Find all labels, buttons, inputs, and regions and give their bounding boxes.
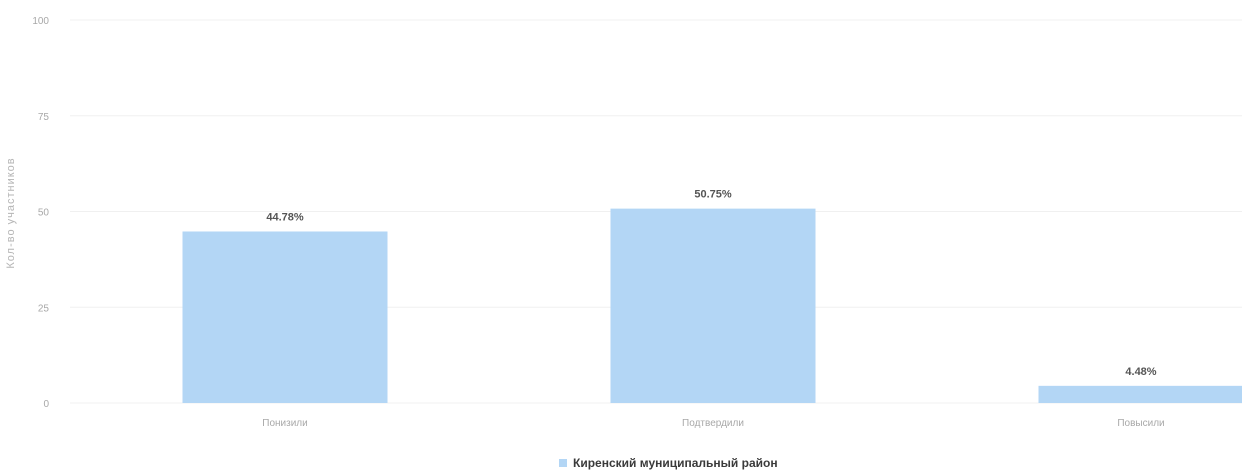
y-tick-label: 100 — [32, 16, 49, 27]
data-labels: 44.78% 50.75% 4.48% — [266, 189, 1156, 378]
x-tick-label: Повысили — [1117, 418, 1164, 429]
legend-swatch[interactable] — [559, 459, 567, 467]
x-tick-label: Понизили — [262, 418, 307, 429]
y-tick-label: 0 — [43, 399, 49, 410]
x-tick-label: Подтвердили — [682, 418, 744, 429]
y-tick-label: 75 — [38, 112, 50, 123]
y-axis-title: Кол-во участников — [5, 157, 17, 268]
data-label: 4.48% — [1125, 366, 1156, 378]
bar[interactable] — [1038, 385, 1242, 403]
bar[interactable] — [182, 231, 388, 403]
legend[interactable]: Киренский муниципальный район — [559, 456, 778, 470]
y-axis-ticks: 0 25 50 75 100 — [32, 16, 49, 410]
y-tick-label: 50 — [38, 208, 50, 219]
y-tick-label: 25 — [38, 303, 50, 314]
bars — [182, 208, 1242, 403]
x-axis-ticks: Понизили Подтвердили Повысили — [262, 418, 1164, 429]
bar[interactable] — [610, 208, 816, 403]
legend-label[interactable]: Киренский муниципальный район — [573, 456, 778, 470]
data-label: 50.75% — [694, 189, 732, 201]
data-label: 44.78% — [266, 211, 304, 223]
